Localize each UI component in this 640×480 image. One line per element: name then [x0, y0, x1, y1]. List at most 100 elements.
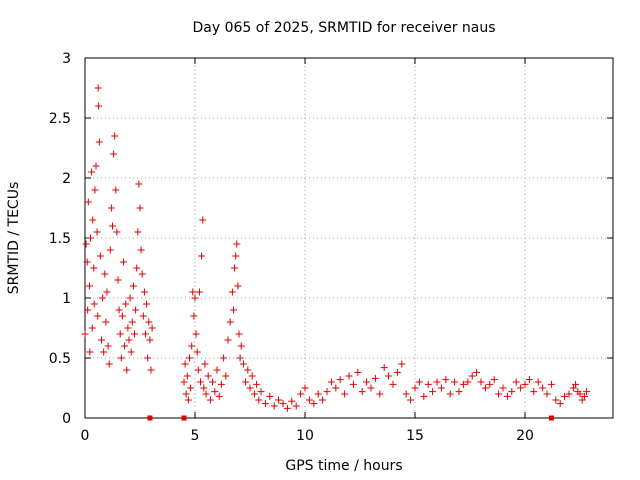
- data-point: [137, 246, 145, 254]
- data-point: [90, 264, 98, 272]
- data-point: [84, 306, 92, 314]
- data-point: [349, 380, 357, 388]
- data-point: [189, 288, 197, 296]
- data-point: [420, 392, 428, 400]
- data-point: [228, 288, 236, 296]
- data-point: [297, 390, 305, 398]
- data-point: [261, 400, 269, 408]
- data-point: [132, 306, 140, 314]
- data-point: [181, 360, 189, 368]
- data-point: [415, 378, 423, 386]
- data-point: [231, 264, 239, 272]
- data-point: [257, 388, 265, 396]
- y-tick-label: 2: [62, 171, 71, 187]
- data-point: [402, 390, 410, 398]
- data-point: [279, 400, 287, 408]
- data-point: [114, 276, 122, 284]
- data-point: [211, 388, 219, 396]
- data-point: [94, 84, 102, 92]
- data-point: [215, 392, 223, 400]
- data-point: [106, 246, 114, 254]
- data-point: [143, 300, 151, 308]
- axis-zero-marker: [181, 415, 187, 421]
- chart-title: Day 065 of 2025, SRMTID for receiver nau…: [192, 20, 495, 36]
- data-point: [213, 366, 221, 374]
- data-point: [120, 258, 127, 266]
- data-point: [242, 378, 250, 386]
- data-point: [81, 330, 89, 338]
- data-point: [543, 390, 551, 398]
- grid-layer: [85, 58, 613, 418]
- data-point: [380, 364, 388, 372]
- data-point: [182, 390, 190, 398]
- axis-zero-marker: [548, 415, 554, 421]
- data-point: [354, 368, 362, 376]
- data-point: [398, 360, 406, 368]
- data-point: [525, 376, 533, 384]
- data-point: [580, 392, 588, 400]
- data-point: [429, 388, 437, 396]
- data-point: [191, 294, 199, 302]
- data-point: [142, 330, 149, 338]
- data-point: [495, 390, 503, 398]
- data-point: [123, 366, 131, 374]
- data-point: [146, 336, 154, 344]
- data-point: [239, 360, 247, 368]
- data-point: [499, 384, 507, 392]
- data-point: [255, 396, 263, 404]
- data-point: [234, 282, 242, 290]
- y-axis-label: SRMTID / TECUs: [6, 182, 22, 295]
- data-point: [358, 388, 366, 396]
- data-point: [534, 378, 542, 386]
- data-point: [133, 264, 141, 272]
- data-point: [301, 384, 309, 392]
- x-tick-label: 5: [191, 428, 200, 444]
- data-point: [547, 380, 555, 388]
- data-point: [192, 330, 200, 338]
- data-point: [512, 378, 520, 386]
- x-tick-label: 15: [406, 428, 424, 444]
- x-tick-label: 20: [516, 428, 534, 444]
- data-point: [411, 384, 419, 392]
- data-point: [341, 390, 349, 398]
- data-point: [314, 390, 322, 398]
- data-point: [224, 336, 232, 344]
- data-point: [345, 372, 353, 380]
- data-point: [217, 380, 225, 388]
- data-point: [319, 396, 327, 404]
- data-point: [508, 388, 516, 396]
- data-point: [86, 348, 94, 356]
- data-point: [96, 252, 104, 260]
- data-point: [184, 396, 192, 404]
- x-tick-label: 10: [296, 428, 314, 444]
- data-point: [552, 396, 560, 404]
- axis-zero-marker: [147, 415, 153, 421]
- y-tick-label: 0.5: [49, 351, 71, 367]
- data-point: [180, 378, 188, 386]
- data-point: [253, 380, 261, 388]
- data-point: [145, 318, 153, 326]
- data-point: [539, 384, 547, 392]
- data-point: [569, 384, 577, 392]
- mark-layer: [81, 84, 591, 421]
- data-point: [464, 378, 472, 386]
- data-point: [85, 282, 93, 290]
- data-point: [451, 378, 459, 386]
- data-point: [125, 336, 133, 344]
- data-point: [561, 392, 569, 400]
- data-point: [197, 378, 204, 386]
- data-point: [188, 342, 196, 350]
- data-point: [95, 138, 103, 146]
- data-point: [376, 390, 384, 398]
- data-point: [442, 376, 450, 384]
- data-point: [112, 186, 120, 194]
- data-point: [128, 318, 136, 326]
- data-point: [393, 368, 401, 376]
- data-point: [473, 368, 481, 376]
- data-point: [93, 228, 101, 236]
- data-point: [275, 396, 283, 404]
- data-point: [199, 216, 207, 224]
- data-point: [194, 366, 202, 374]
- data-point: [124, 324, 132, 332]
- data-point: [530, 388, 538, 396]
